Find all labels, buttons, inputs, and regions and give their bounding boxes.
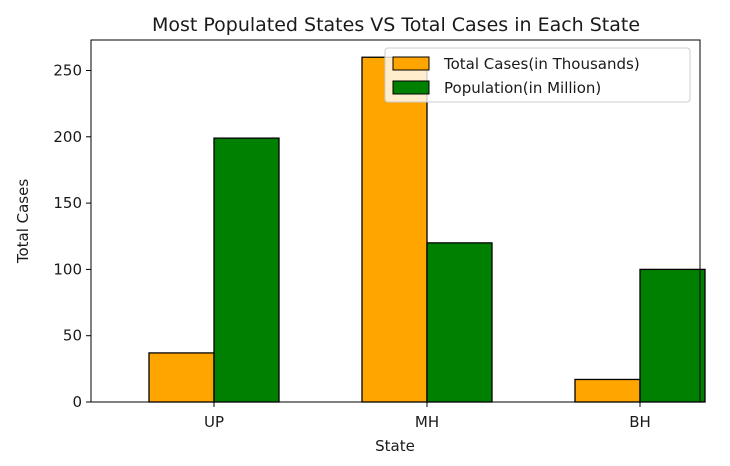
bar-total-cases-bh — [574, 378, 641, 403]
x-axis-label: State — [375, 437, 415, 455]
y-tick-label: 0 — [72, 393, 82, 411]
chart-title: Most Populated States VS Total Cases in … — [152, 14, 640, 36]
x-tick-label: MH — [415, 413, 439, 431]
legend-label: Total Cases(in Thousands) — [443, 55, 640, 73]
y-tick-label: 100 — [53, 260, 82, 278]
bar-population-mh — [426, 242, 493, 403]
plot-frame — [90, 39, 701, 403]
legend-swatch — [392, 80, 430, 95]
y-tick-label: 200 — [53, 128, 82, 146]
x-tick-label: BH — [629, 413, 651, 431]
x-tick-label: UP — [204, 413, 224, 431]
y-axis-ticks: 0 50 100 150 200 250 — [53, 61, 91, 411]
legend-box — [384, 47, 691, 103]
y-axis-label: Total Cases — [14, 179, 32, 265]
bars-group — [148, 56, 706, 403]
legend: Total Cases(in Thousands) Population(in M… — [384, 47, 691, 103]
bar-total-cases-mh — [361, 56, 428, 403]
legend-label: Population(in Million) — [444, 79, 601, 97]
bar-population-bh — [639, 268, 706, 403]
y-tick-label: 50 — [63, 327, 82, 345]
bar-total-cases-up — [148, 352, 215, 403]
bar-population-up — [213, 137, 280, 403]
legend-swatch — [392, 56, 430, 71]
y-tick-label: 250 — [53, 61, 82, 79]
y-tick-label: 150 — [53, 194, 82, 212]
x-axis-ticks: UP MH BH — [204, 402, 651, 431]
